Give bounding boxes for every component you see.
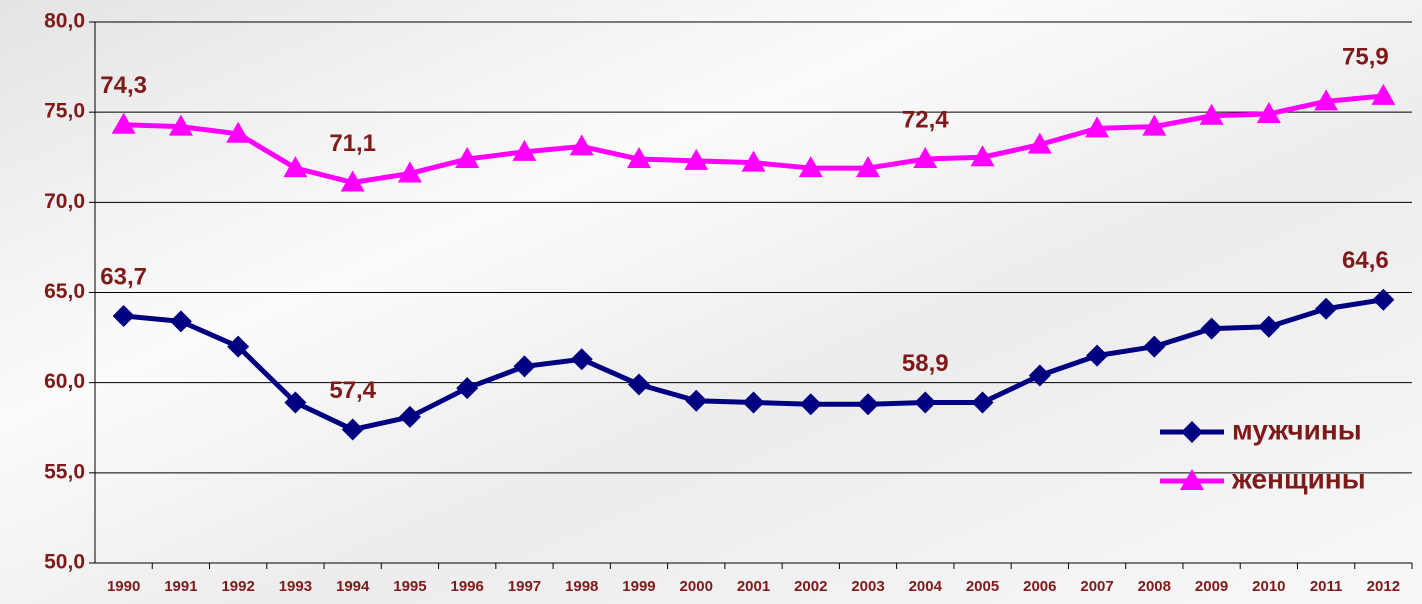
- x-tick-label: 1999: [622, 578, 655, 595]
- x-tick-label: 2005: [966, 578, 999, 595]
- data-point: [1372, 288, 1395, 311]
- data-label: 72,4: [902, 106, 949, 133]
- data-point: [913, 147, 938, 169]
- data-point: [169, 310, 192, 333]
- data-point: [971, 391, 994, 414]
- legend-label: мужчины: [1232, 414, 1362, 445]
- data-point: [1143, 335, 1166, 358]
- data-point: [340, 170, 365, 192]
- data-point: [1257, 315, 1280, 338]
- data-point: [513, 355, 536, 378]
- legend-label: женщины: [1231, 463, 1366, 494]
- data-point: [1314, 89, 1339, 111]
- data-point: [341, 418, 364, 441]
- data-point: [798, 156, 823, 178]
- data-point: [456, 377, 479, 400]
- x-tick-label: 1994: [336, 578, 370, 595]
- y-tick-label: 75,0: [44, 100, 85, 123]
- data-point: [1142, 114, 1167, 136]
- data-point: [283, 156, 308, 178]
- data-point: [112, 304, 135, 327]
- data-point: [284, 391, 307, 414]
- data-point: [1256, 101, 1281, 123]
- x-tick-label: 1998: [565, 578, 598, 595]
- data-point: [397, 161, 422, 183]
- data-point: [914, 391, 937, 414]
- data-label: 63,7: [100, 263, 147, 290]
- x-tick-label: 2004: [909, 578, 943, 595]
- data-point: [168, 114, 193, 136]
- y-tick-label: 80,0: [44, 10, 85, 33]
- x-tick-label: 1993: [279, 578, 312, 595]
- data-label: 74,3: [100, 72, 147, 99]
- data-point: [684, 148, 709, 170]
- data-point: [1200, 317, 1223, 340]
- data-point: [1028, 364, 1051, 387]
- y-tick-label: 60,0: [44, 370, 85, 393]
- data-point: [570, 348, 593, 371]
- data-point: [1371, 83, 1396, 105]
- x-tick-label: 2001: [737, 578, 770, 595]
- data-point: [741, 150, 766, 172]
- data-label: 58,9: [902, 350, 949, 377]
- x-tick-label: 2003: [851, 578, 884, 595]
- x-tick-label: 2010: [1252, 578, 1285, 595]
- x-tick-label: 2000: [680, 578, 713, 595]
- data-point: [398, 405, 421, 428]
- data-point: [455, 147, 480, 169]
- data-point: [799, 393, 822, 416]
- x-tick-label: 2011: [1310, 578, 1343, 595]
- x-tick-label: 1991: [164, 578, 197, 595]
- data-point: [226, 121, 251, 143]
- data-label: 75,9: [1342, 43, 1389, 70]
- data-point: [227, 335, 250, 358]
- y-tick-label: 65,0: [44, 280, 85, 303]
- data-point: [856, 156, 881, 178]
- data-point: [627, 373, 650, 396]
- legend-marker: [1181, 421, 1203, 443]
- legend-marker: [1180, 469, 1204, 490]
- data-point: [1315, 297, 1338, 320]
- y-tick-label: 50,0: [44, 551, 85, 574]
- data-label: 57,4: [329, 377, 376, 404]
- x-tick-label: 2002: [794, 578, 827, 595]
- data-point: [685, 389, 708, 412]
- data-point: [857, 393, 880, 416]
- y-tick-label: 70,0: [44, 190, 85, 213]
- x-tick-label: 1995: [393, 578, 426, 595]
- data-point: [569, 134, 594, 156]
- x-tick-label: 1990: [107, 578, 140, 595]
- x-tick-label: 1997: [508, 578, 541, 595]
- x-tick-label: 2007: [1080, 578, 1113, 595]
- data-point: [111, 112, 136, 134]
- y-tick-label: 55,0: [44, 460, 85, 483]
- data-point: [970, 145, 995, 167]
- x-tick-label: 1996: [451, 578, 484, 595]
- data-point: [1027, 132, 1052, 154]
- data-point: [512, 139, 537, 161]
- x-tick-label: 2009: [1195, 578, 1228, 595]
- x-tick-label: 1992: [221, 578, 254, 595]
- data-point: [1199, 103, 1224, 125]
- data-label: 64,6: [1342, 247, 1389, 274]
- x-tick-label: 2008: [1138, 578, 1171, 595]
- data-point: [1086, 344, 1109, 367]
- data-label: 71,1: [329, 130, 376, 157]
- data-point: [742, 391, 765, 414]
- data-point: [1085, 116, 1110, 138]
- x-tick-label: 2006: [1023, 578, 1056, 595]
- data-point: [626, 147, 651, 169]
- x-tick-label: 2012: [1367, 578, 1400, 595]
